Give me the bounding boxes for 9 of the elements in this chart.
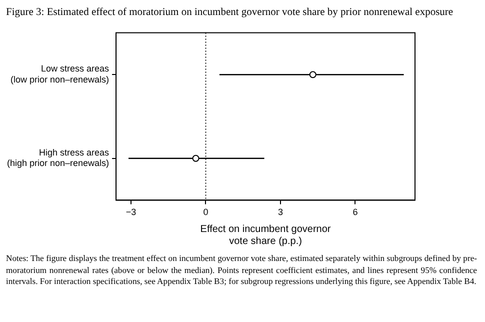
y-tick-label: Low stress areas (low prior non–renewals) — [10, 64, 110, 85]
chart-title: Figure 3: Estimated effect of moratorium on incumbent governor vote share by prior nonrenewal exposure — [6, 6, 454, 19]
x-tick-label: 6 — [352, 207, 358, 218]
x-tick-label: −3 — [126, 207, 136, 218]
y-tick-label: High stress areas (high prior non–renewals) — [6, 147, 110, 168]
x-tick-label: 0 — [203, 207, 208, 218]
x-tick-label: 3 — [278, 207, 283, 218]
x-axis-title: Effect on incumbent governor vote share (p.p.) — [200, 224, 332, 247]
text: Notes: The figure displays the treatment effect on incumbent governor vote share, estimated separately within subgroups defined by pre-moratorium nonrenewal rates (above or below the median). Points represent coefficient estimates, and lines represent 95% confidence intervals. For interaction specifications, see Appendix Table B3; for subgroup regressions underlying this figure, see Appendix Table B4. — [6, 253, 477, 288]
